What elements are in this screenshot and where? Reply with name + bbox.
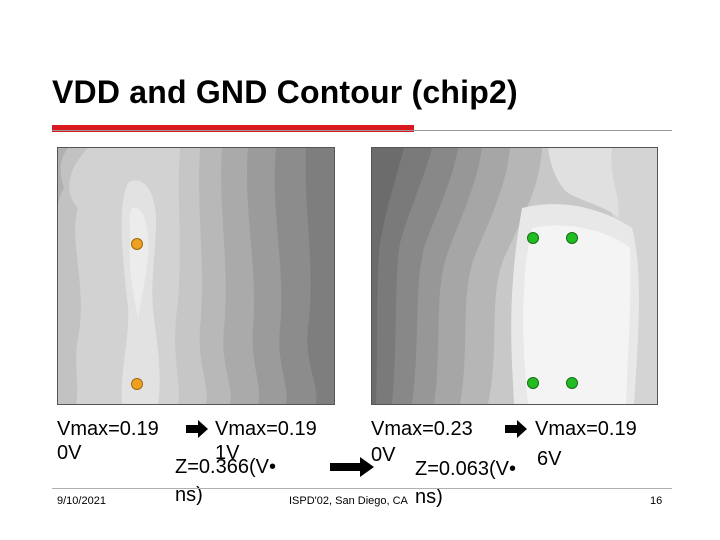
left-vmax-after: Vmax=0.19 — [215, 418, 317, 440]
right-arrow-icon — [330, 457, 374, 477]
gnd-pad-marker — [566, 232, 578, 244]
right-z-unit: ns) — [415, 486, 443, 508]
right-vmax-before: Vmax=0.23 — [371, 418, 473, 440]
right-vmax-after: Vmax=0.19 — [535, 418, 637, 440]
left-vmax-before: Vmax=0.19 — [57, 418, 159, 440]
title-underline-accent — [52, 125, 414, 132]
slide-title: VDD and GND Contour (chip2) — [52, 74, 518, 110]
footer-page-number: 16 — [650, 495, 663, 507]
left-z-unit: ns) — [175, 484, 203, 506]
vdd-contour-plot — [57, 147, 335, 405]
left-z-value: Z=0.366(V• — [175, 456, 276, 478]
right-z-value: Z=0.063(V• — [415, 458, 516, 480]
gnd-pad-marker — [527, 377, 539, 389]
footer-rule — [52, 488, 672, 489]
left-line2-a: 0V — [57, 442, 82, 464]
title-underline-rule — [52, 130, 672, 131]
vdd-pad-marker — [131, 238, 143, 250]
footer-date: 9/10/2021 — [57, 495, 106, 507]
left-line2-b: 1V — [215, 442, 240, 464]
vdd-pad-marker — [131, 378, 143, 390]
footer-venue: ISPD'02, San Diego, CA — [289, 495, 408, 507]
gnd-pad-marker — [527, 232, 539, 244]
gnd-contour-plot — [371, 147, 658, 405]
gnd-contour-map — [372, 148, 657, 404]
right-arrow-icon — [186, 420, 208, 438]
right-line2-a: 0V — [371, 444, 396, 466]
gnd-pad-marker — [566, 377, 578, 389]
right-arrow-icon — [505, 420, 527, 438]
vdd-contour-map — [58, 148, 334, 404]
right-line2-b: 6V — [537, 448, 562, 470]
